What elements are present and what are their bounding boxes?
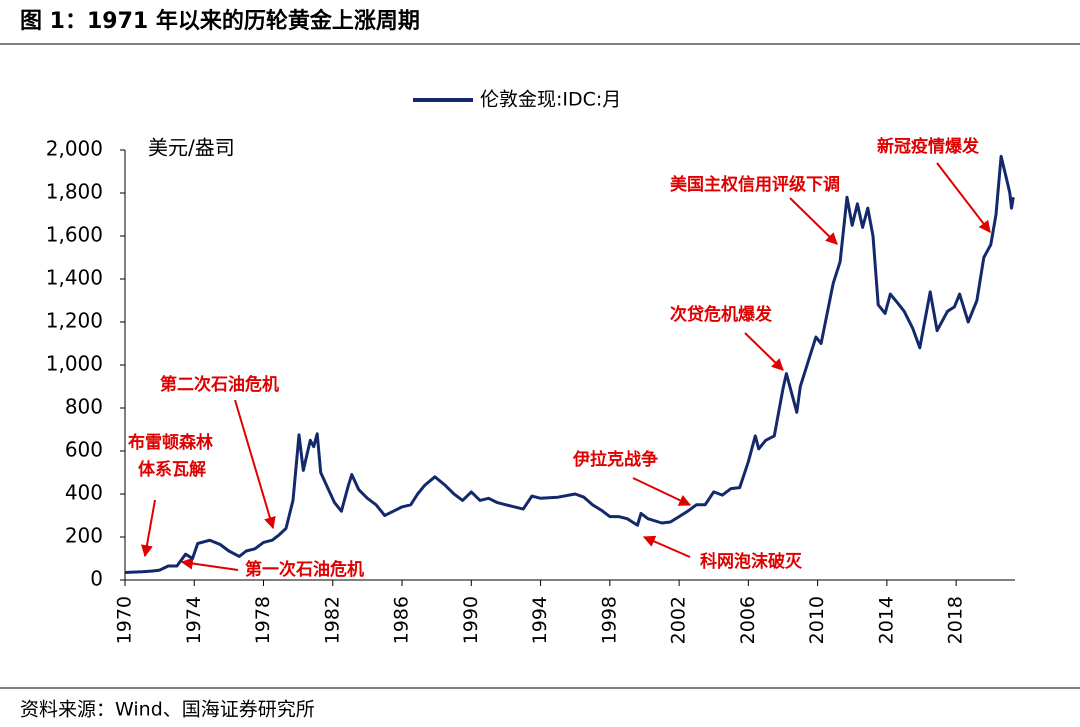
x-tick-label: 2006 — [737, 596, 759, 644]
annotation: 体系瓦解 — [138, 459, 206, 480]
y-axis-label: 美元/盎司 — [148, 136, 235, 160]
annotation: 第一次石油危机 — [245, 559, 364, 580]
y-tick-label: 1,200 — [46, 309, 103, 333]
annotation: 布雷顿森林 — [128, 432, 213, 453]
annotation: 伊拉克战争 — [572, 449, 658, 470]
arrow — [936, 162, 991, 233]
legend-label: 伦敦金现:IDC:月 — [480, 89, 621, 111]
x-tick-label: 1986 — [391, 596, 413, 644]
arrow — [140, 499, 156, 558]
y-tick-label: 1,000 — [46, 352, 103, 376]
y-tick-label: 1,600 — [46, 223, 103, 247]
annotation: 第二次石油危机 — [160, 374, 279, 395]
x-tick-label: 1978 — [252, 596, 274, 644]
arrow — [632, 477, 692, 506]
x-tick-label: 2018 — [945, 596, 967, 644]
annotation: 新冠疫情爆发 — [877, 136, 980, 157]
y-tick-label: 1,400 — [46, 266, 103, 290]
y-tick-label: 2,000 — [46, 137, 103, 161]
y-tick-label: 800 — [65, 395, 103, 419]
x-tick-label: 2002 — [668, 596, 690, 644]
annotation: 美国主权信用评级下调 — [670, 174, 840, 195]
x-tick-label: 1974 — [183, 596, 205, 644]
y-tick-label: 200 — [65, 524, 103, 548]
y-tick-label: 1,800 — [46, 180, 103, 204]
x-tick-label: 1990 — [460, 596, 482, 644]
arrow — [234, 399, 276, 530]
line — [124, 154, 1015, 574]
y-tick-label: 0 — [90, 567, 103, 591]
x-tick-label: 2014 — [875, 596, 897, 644]
arrow — [180, 557, 239, 571]
chart-title: 图 1：1971 年以来的历轮黄金上涨周期 — [20, 8, 420, 34]
x-tick-label: 1994 — [529, 596, 551, 644]
y-tick-label: 400 — [65, 481, 103, 505]
source: 资料来源：Wind、国海证券研究所 — [20, 699, 315, 721]
y-tick-label: 600 — [65, 438, 103, 462]
x-tick-label: 2010 — [806, 596, 828, 644]
arrow — [789, 197, 838, 245]
x-tick-label: 1998 — [598, 596, 620, 644]
arrow — [642, 535, 691, 558]
arrow — [744, 332, 784, 371]
x-tick-label: 1982 — [321, 596, 343, 644]
annotation: 次贷危机爆发 — [670, 304, 773, 325]
annotation: 科网泡沫破灭 — [700, 551, 803, 572]
x-tick-label: 1970 — [114, 596, 136, 644]
